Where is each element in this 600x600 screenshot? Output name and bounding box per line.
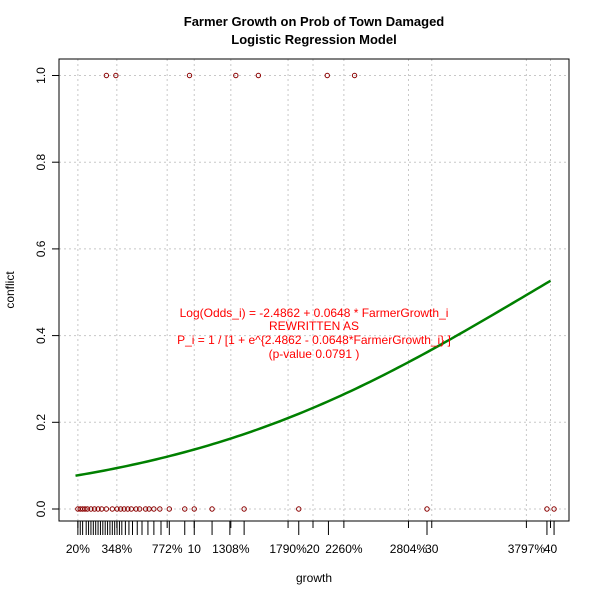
x-tick-label: 30 bbox=[425, 542, 439, 556]
data-point-conflict-0 bbox=[136, 506, 143, 512]
x-tick-label: 1308% bbox=[212, 542, 250, 556]
data-point-conflict-0 bbox=[91, 506, 98, 512]
data-point-conflict-0 bbox=[142, 506, 149, 512]
data-point-conflict-0 bbox=[166, 506, 173, 512]
x-tick-label: 1790% bbox=[269, 542, 307, 556]
data-point-conflict-1 bbox=[186, 72, 193, 79]
data-point-conflict-0 bbox=[551, 506, 557, 512]
annotation-line-1: Log(Odds_i) = -2.4862 + 0.0648 * FarmerG… bbox=[180, 306, 449, 320]
data-point-conflict-0 bbox=[82, 506, 88, 512]
x-tick-label: 40 bbox=[544, 542, 558, 556]
x-tick-label: 20 bbox=[306, 542, 320, 556]
y-tick-label: 0.6 bbox=[34, 240, 48, 257]
annotation-line-4: (p-value 0.0791 ) bbox=[269, 347, 360, 361]
chart-title: Farmer Growth on Prob of Town Damaged bbox=[184, 14, 445, 29]
x-tick-label: 2804% bbox=[390, 542, 428, 556]
rug-ticks bbox=[77, 521, 555, 535]
data-point-conflict-0 bbox=[151, 506, 157, 512]
y-axis: 0.0 0.2 0.4 0.6 0.8 1.0 bbox=[34, 67, 59, 517]
data-point-conflict-0 bbox=[125, 506, 131, 512]
x-tick-label: 10 bbox=[188, 542, 202, 556]
chart-subtitle: Logistic Regression Model bbox=[231, 32, 396, 47]
data-point-conflict-0 bbox=[544, 506, 550, 512]
data-point-conflict-1 bbox=[351, 72, 358, 79]
data-point-conflict-0 bbox=[241, 506, 247, 512]
data-points bbox=[75, 72, 557, 512]
x-tick-label: 20% bbox=[66, 542, 90, 556]
data-point-conflict-0 bbox=[191, 506, 197, 512]
data-point-conflict-0 bbox=[157, 506, 163, 512]
x-axis-title: growth bbox=[296, 571, 332, 585]
data-point-conflict-1 bbox=[103, 72, 110, 79]
data-point-conflict-1 bbox=[233, 72, 239, 79]
y-tick-label: 0.4 bbox=[34, 327, 48, 344]
data-point-conflict-0 bbox=[296, 506, 302, 512]
x-axis: 20% 348% 772% 10 1308% 1790% 20 2260% 2804%30 379… bbox=[66, 521, 558, 556]
logistic-curve bbox=[75, 279, 552, 477]
data-point-conflict-0 bbox=[117, 506, 124, 512]
y-tick-label: 0.8 bbox=[34, 154, 48, 171]
data-point-conflict-0 bbox=[133, 506, 139, 512]
data-point-conflict-0 bbox=[88, 506, 94, 512]
data-point-conflict-1 bbox=[324, 72, 330, 79]
data-point-conflict-1 bbox=[255, 72, 262, 79]
x-tick-label: 772% bbox=[152, 542, 183, 556]
y-tick-label: 1.0 bbox=[34, 67, 48, 84]
grid-lines bbox=[59, 59, 569, 521]
annotation-line-2: REWRITTEN AS bbox=[269, 319, 359, 333]
x-tick-label: 3797% bbox=[508, 542, 546, 556]
data-point-conflict-0 bbox=[424, 506, 430, 512]
data-point-conflict-0 bbox=[114, 506, 120, 512]
annotation-line-3: P_i = 1 / [1 + e^{2.4862 - 0.0648*Farmer… bbox=[177, 333, 451, 347]
y-axis-title: conflict bbox=[3, 271, 17, 309]
data-point-conflict-1 bbox=[113, 72, 119, 79]
y-tick-label: 0.0 bbox=[34, 500, 48, 517]
data-point-conflict-0 bbox=[103, 506, 110, 512]
data-point-conflict-0 bbox=[121, 506, 127, 512]
data-point-conflict-0 bbox=[209, 506, 215, 512]
model-annotation: Log(Odds_i) = -2.4862 + 0.0648 * FarmerG… bbox=[177, 306, 451, 361]
x-tick-label: 2260% bbox=[325, 542, 363, 556]
data-point-conflict-0 bbox=[95, 506, 101, 512]
data-point-conflict-0 bbox=[84, 506, 91, 512]
data-point-conflict-0 bbox=[182, 506, 188, 512]
x-tick-label: 348% bbox=[101, 542, 132, 556]
plot-frame bbox=[58, 58, 570, 522]
y-tick-label: 0.2 bbox=[34, 414, 48, 431]
